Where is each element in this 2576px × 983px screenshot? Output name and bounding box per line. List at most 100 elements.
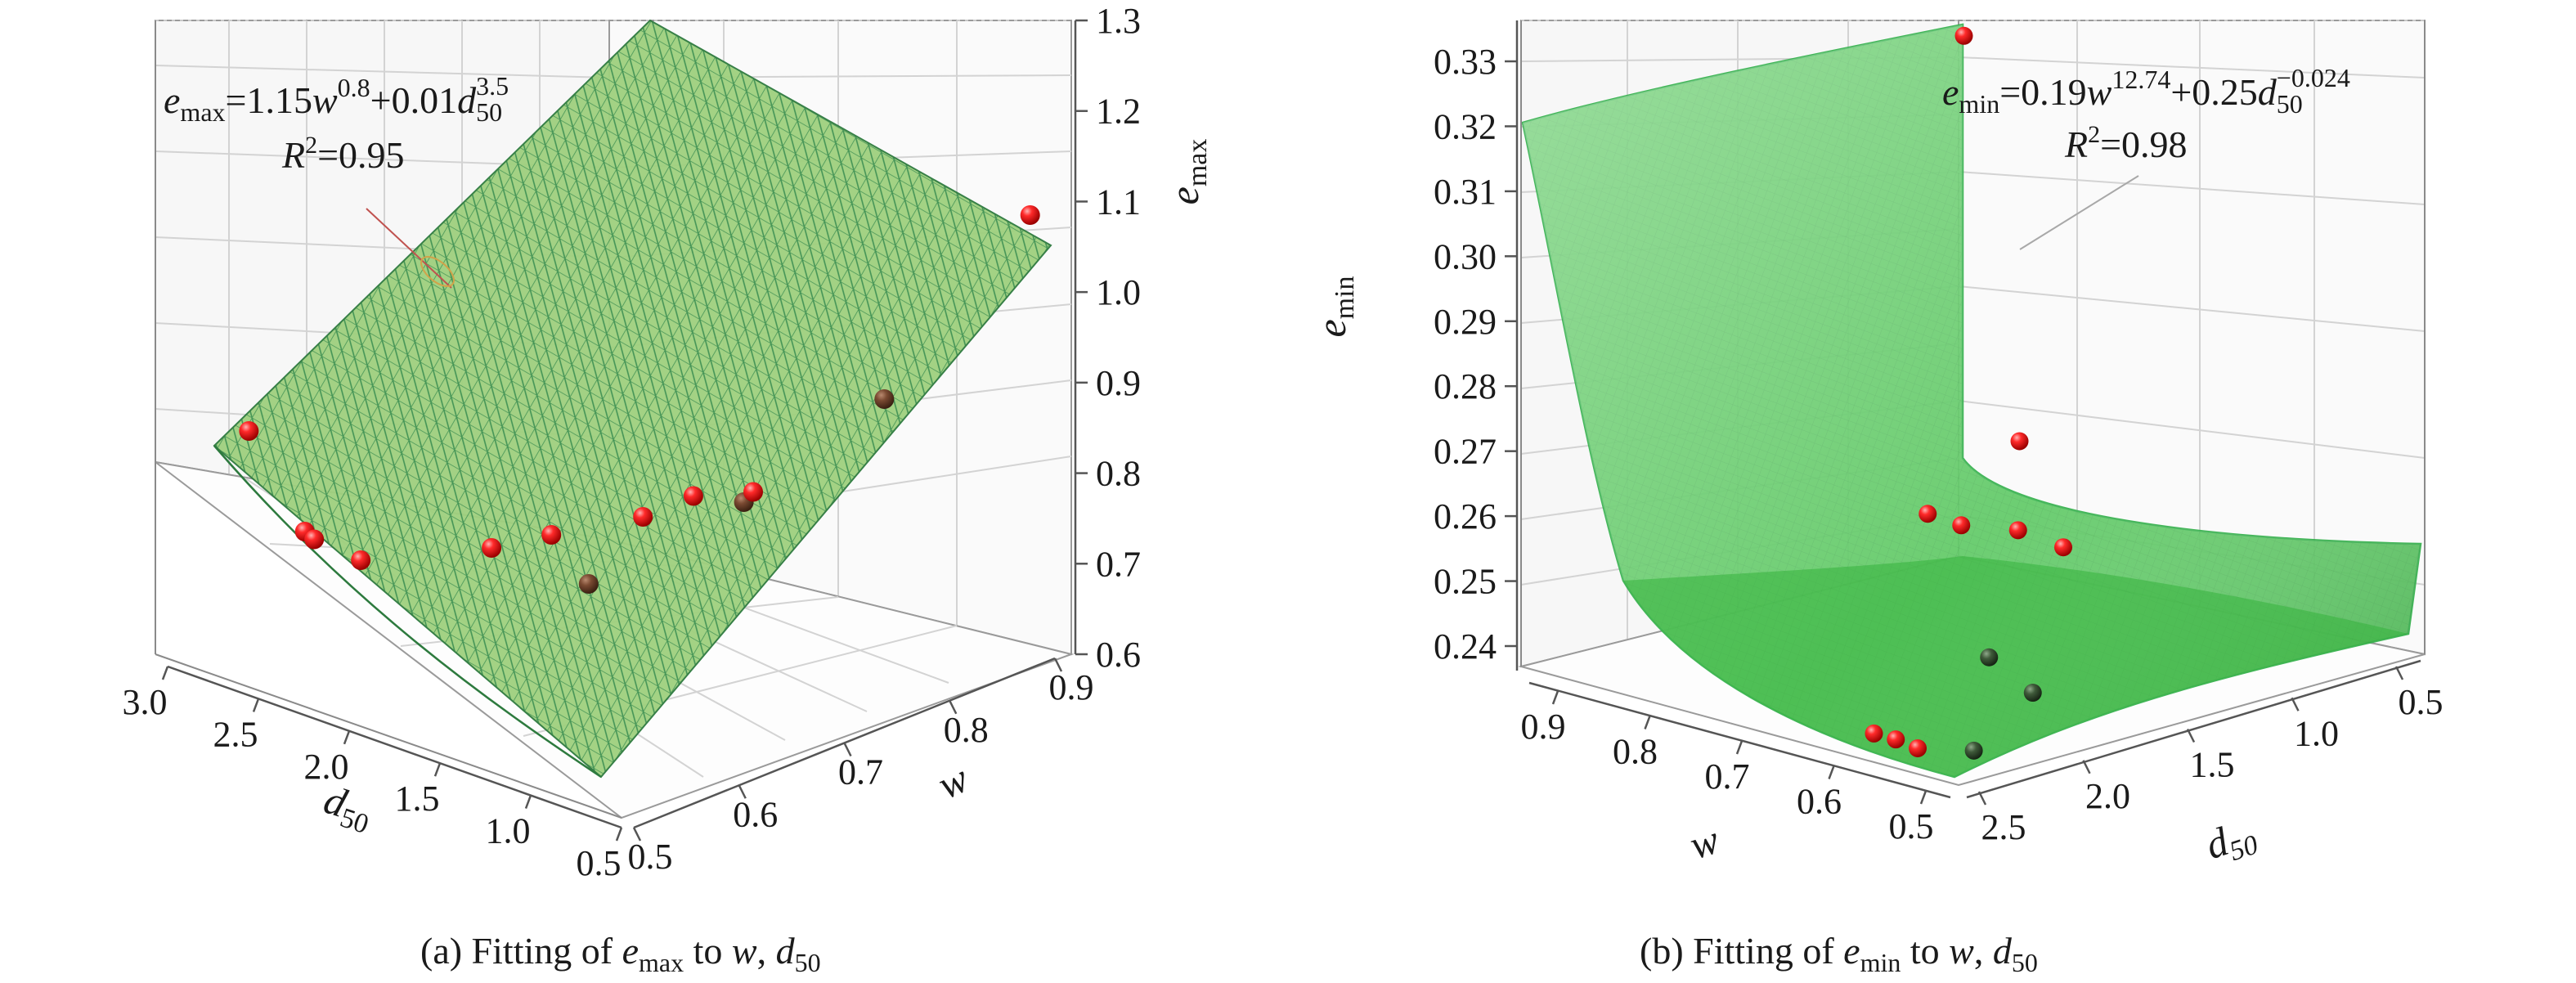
w-ticks-b: 0.9 0.8 0.7 0.6 0.5 xyxy=(1521,690,1934,846)
equation-a: emax=1.15w0.8+0.01d503.5 xyxy=(164,71,509,127)
data-point-a xyxy=(482,538,502,558)
d50-tick-a xyxy=(615,827,623,842)
data-point-a xyxy=(633,507,653,527)
emin-tick-label: 0.24 xyxy=(1434,626,1497,667)
d50-tick-label-b: 1.0 xyxy=(2294,713,2339,753)
equation-b: emin=0.19w12.74+0.25d50−0.024 xyxy=(1942,63,2350,119)
d50-tick-label-a: 1.5 xyxy=(395,779,440,819)
w-tick-label-b: 0.6 xyxy=(1797,782,1842,822)
d50-tick-a xyxy=(524,795,532,810)
data-point-b xyxy=(1964,741,1983,760)
emin-tick-label: 0.32 xyxy=(1434,106,1497,146)
emax-axis-title: emax xyxy=(1161,139,1213,205)
caption-a: (a) Fitting of emax to w, d50 xyxy=(420,930,821,977)
emin-tick-label: 0.33 xyxy=(1434,42,1497,82)
leader-line-a xyxy=(366,208,452,289)
data-point-a xyxy=(578,574,599,594)
data-point-b xyxy=(1952,516,1971,535)
data-point-b xyxy=(2054,538,2072,557)
r2-b: R2=0.98 xyxy=(2064,121,2188,165)
data-point-a xyxy=(304,529,325,550)
emax-tick-label: 0.8 xyxy=(1096,454,1141,494)
emin-tick-label: 0.25 xyxy=(1434,562,1497,602)
w-tick-b xyxy=(1828,765,1835,779)
d50-tick-b xyxy=(1977,791,1987,806)
d50-ticks-a: 3.0 2.5 2.0 1.5 1.0 0.5 xyxy=(123,666,623,883)
w-axis-line-b xyxy=(1528,681,1951,799)
w-tick-b xyxy=(1551,690,1560,705)
emin-tick-label: 0.31 xyxy=(1434,172,1497,212)
data-point-b xyxy=(2008,521,2027,540)
w-tick-label-a: 0.9 xyxy=(1049,667,1094,707)
surface-edge-a xyxy=(213,445,602,779)
w-tick-a xyxy=(1053,658,1063,672)
w-axis-title-a: w xyxy=(931,755,975,808)
d50-tick-a xyxy=(252,698,260,712)
w-tick-label-b: 0.9 xyxy=(1521,707,1566,747)
w-tick-label-b: 0.7 xyxy=(1705,756,1750,797)
w-tick-label-b: 0.5 xyxy=(1889,806,1934,846)
w-tick-b xyxy=(1735,740,1744,755)
emin-tick-label: 0.28 xyxy=(1434,366,1497,406)
d50-tick-label-b: 2.5 xyxy=(1981,807,2026,847)
w-tick-a xyxy=(632,827,642,842)
data-point-b xyxy=(1865,724,1883,743)
w-tick-label-a: 0.5 xyxy=(628,837,673,877)
data-point-a xyxy=(683,486,703,506)
d50-tick-b xyxy=(2186,728,2196,743)
data-point-a xyxy=(743,482,763,502)
emax-tick-label: 0.6 xyxy=(1096,635,1141,675)
d50-ticks-b: 2.5 2.0 1.5 1.0 0.5 xyxy=(1977,666,2444,847)
d50-tick-b xyxy=(2082,760,2091,774)
emax-tick-label: 1.3 xyxy=(1096,1,1141,41)
caption-b: (b) Fitting of emin to w, d50 xyxy=(1640,930,2038,977)
d50-axis-line-b xyxy=(1966,659,2421,799)
d50-axis-title-b: d50 xyxy=(2200,810,2262,873)
data-point-b xyxy=(1919,505,1937,523)
d50-tick-label-a: 2.5 xyxy=(213,714,258,754)
d50-tick-label-b: 1.5 xyxy=(2190,745,2235,785)
panel-a: 3.02.52.01.51.00.5 0.50.60.70.80.9 0.60.… xyxy=(123,1,1214,883)
data-point-b xyxy=(1980,648,1999,667)
r2-a: R2=0.95 xyxy=(281,132,405,176)
d50-tick-b xyxy=(2394,666,2404,680)
emax-tick-label: 0.7 xyxy=(1096,544,1141,584)
emin-tick-label: 0.27 xyxy=(1434,432,1497,472)
emin-tick-label: 0.26 xyxy=(1434,496,1497,536)
emax-tick-label: 1.1 xyxy=(1096,182,1141,222)
emin-tick-label: 0.29 xyxy=(1434,302,1497,342)
d50-axis-line-a xyxy=(167,665,622,829)
fitted-surface-a xyxy=(213,19,1052,779)
w-tick-a xyxy=(949,700,958,715)
w-tick-label-b: 0.8 xyxy=(1613,732,1658,772)
d50-tick-a xyxy=(161,666,169,680)
points-a xyxy=(239,205,1040,594)
d50-tick-b xyxy=(2291,697,2300,711)
data-point-b xyxy=(1909,739,1927,757)
d50-tick-label-b: 0.5 xyxy=(2399,682,2444,722)
emax-tick-label: 1.2 xyxy=(1096,92,1141,132)
w-tick-b xyxy=(1919,790,1928,805)
d50-tick-a xyxy=(433,762,442,777)
emax-tick-label: 0.9 xyxy=(1096,363,1141,403)
emax-tick-label: 1.0 xyxy=(1096,272,1141,312)
d50-tick-label-a: 2.0 xyxy=(304,747,349,787)
grid-right-b xyxy=(1958,20,2426,634)
emin-axis-title: emin xyxy=(1308,276,1360,337)
d50-tick-label-a: 1.0 xyxy=(486,811,531,851)
data-point-a xyxy=(541,525,562,545)
w-ticks-a: 0.5 0.6 0.7 0.8 0.9 xyxy=(628,658,1094,877)
data-point-b xyxy=(1954,26,1973,45)
leader-target-a xyxy=(420,256,455,287)
w-tick-b xyxy=(1644,716,1651,729)
surface-floor-b xyxy=(1623,556,2408,777)
emin-tick-label: 0.30 xyxy=(1434,236,1497,276)
w-tick-a xyxy=(738,784,747,799)
data-point-b xyxy=(2010,432,2029,451)
leader-line-b xyxy=(2019,175,2139,250)
data-point-a xyxy=(874,389,895,409)
w-tick-a xyxy=(843,742,852,757)
w-tick-label-a: 0.7 xyxy=(838,752,883,792)
emin-ticks-b: 0.24 0.25 0.26 0.27 0.28 0.29 0.30 0.31 0.32 0.33 xyxy=(1434,42,1517,667)
